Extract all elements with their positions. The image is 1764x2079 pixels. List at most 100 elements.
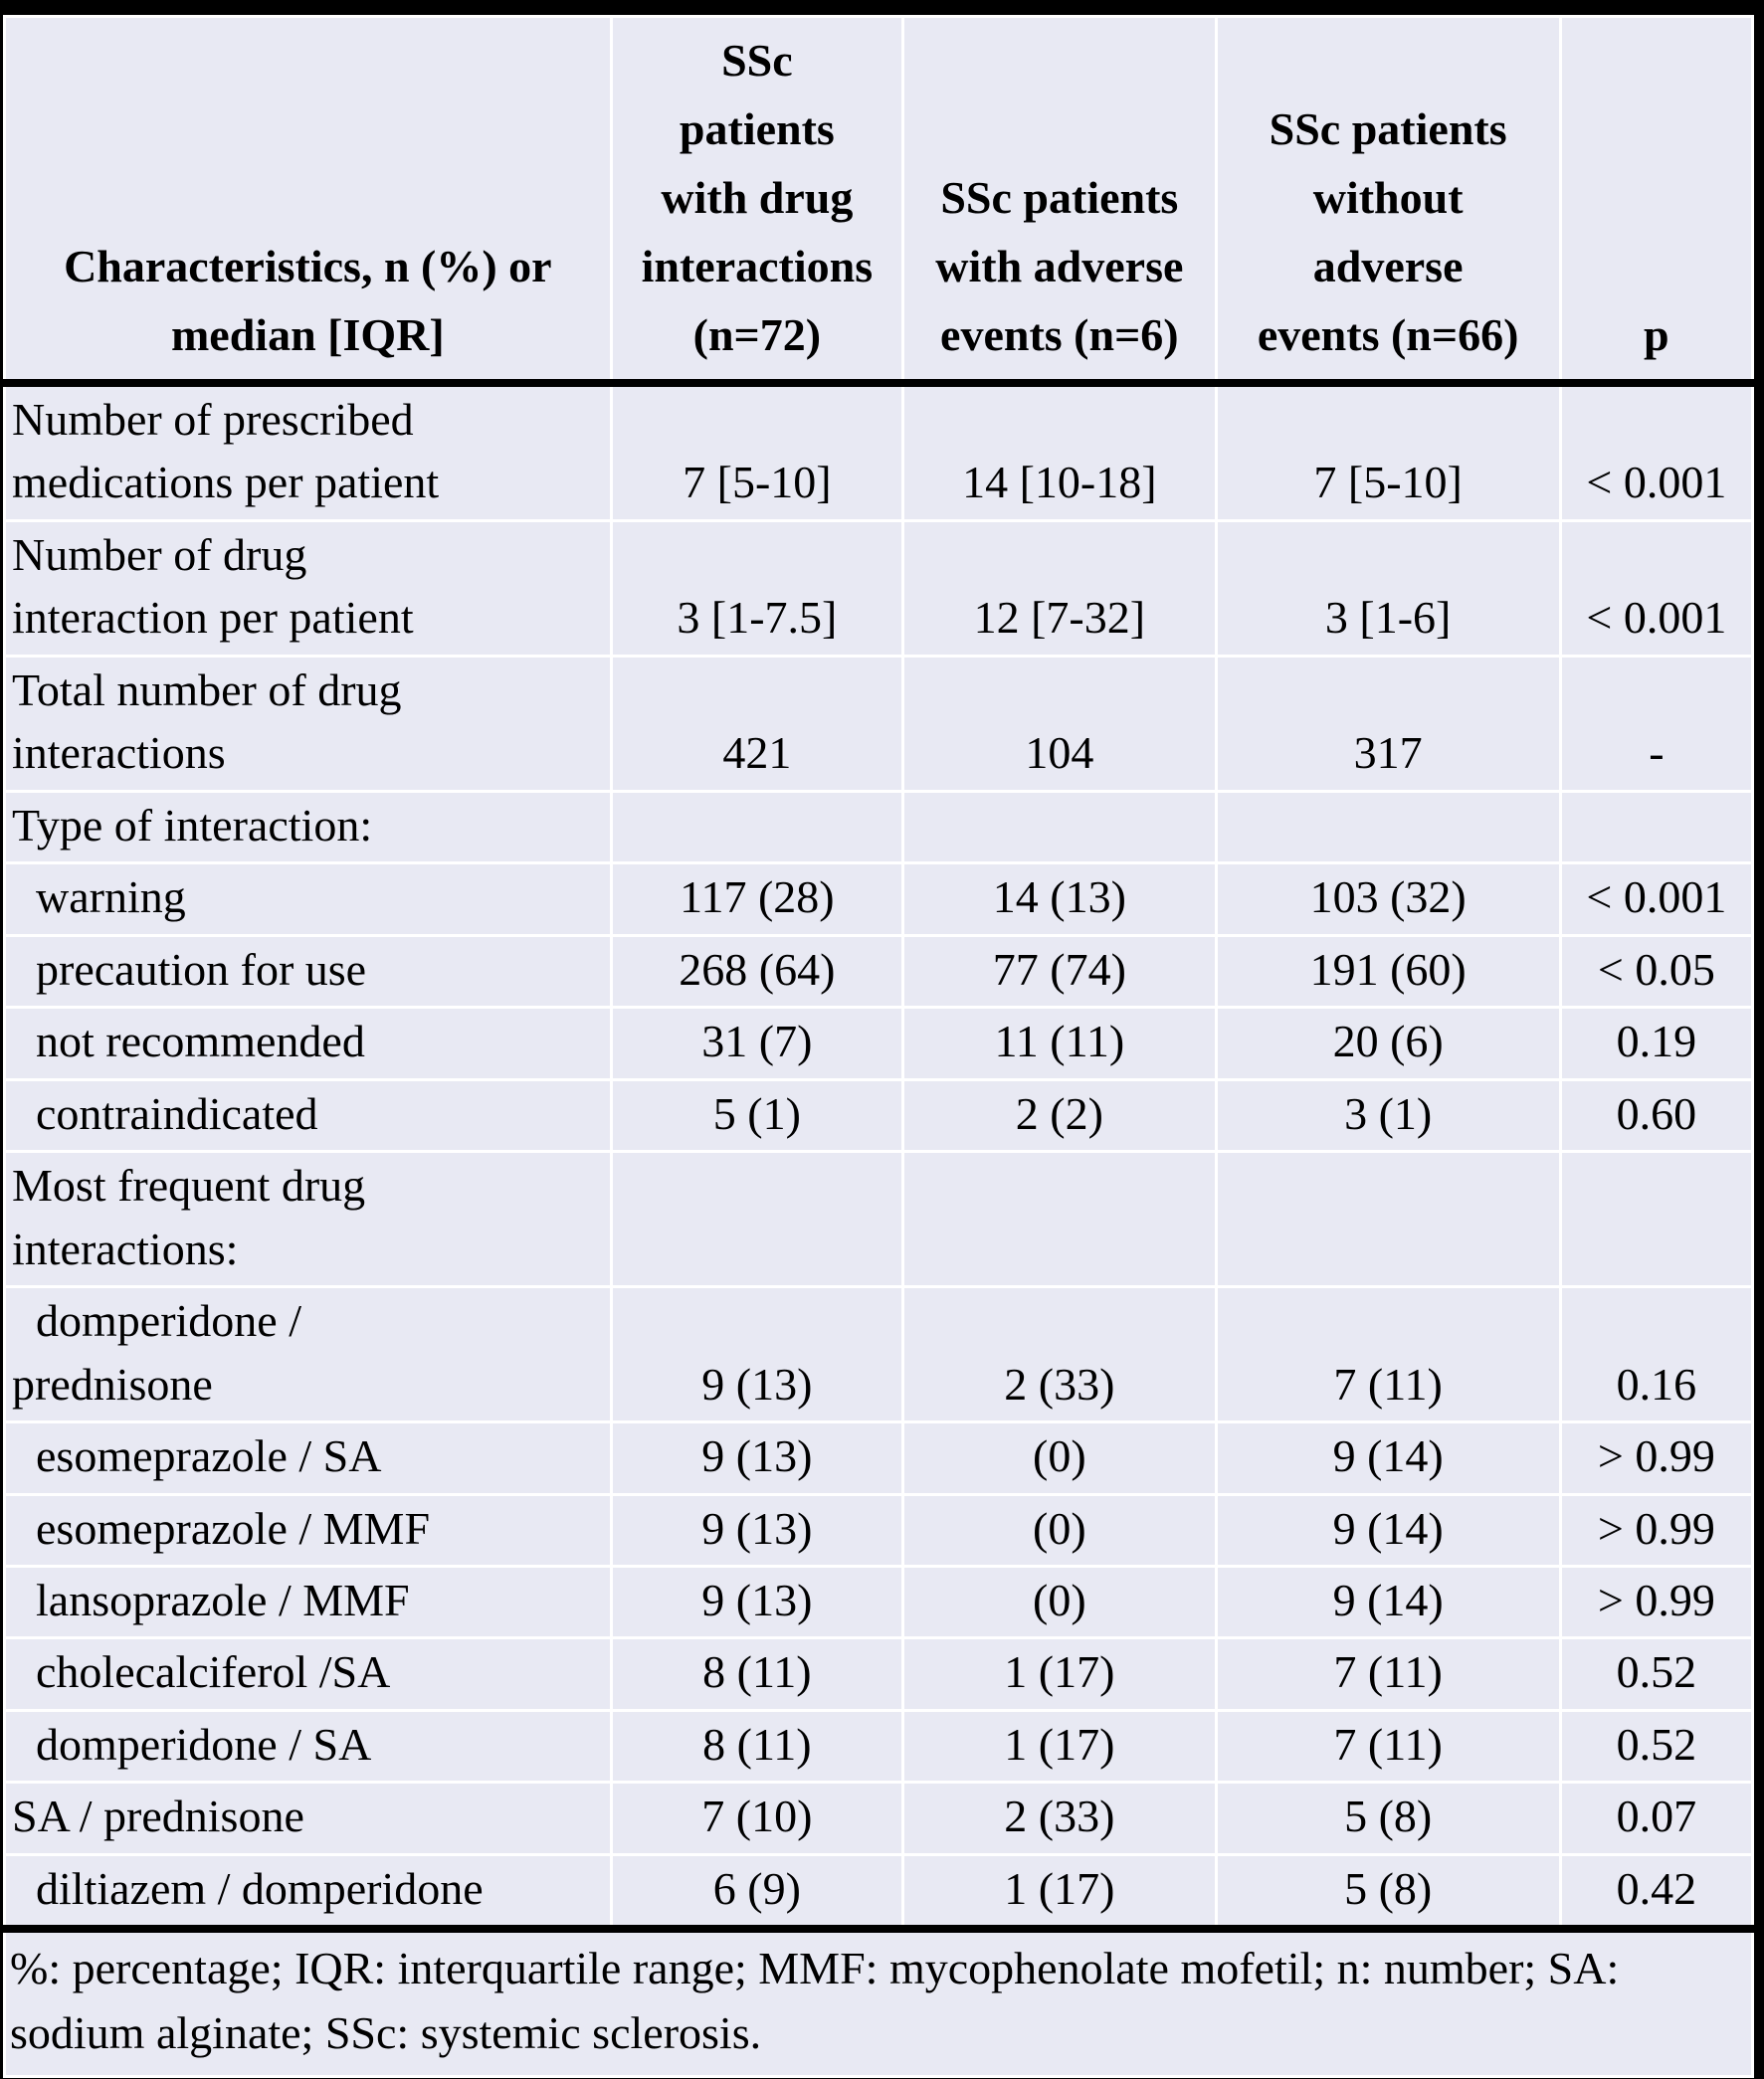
value-cell: 421 — [609, 654, 905, 793]
p-value-cell: < 0.05 — [1558, 933, 1755, 1010]
p-value-cell: > 0.99 — [1558, 1564, 1755, 1640]
table-row: Most frequent drug interactions: — [3, 1150, 1755, 1289]
row-label: precaution for use — [3, 933, 613, 1010]
header-cell-ssc-with-adverse-events: SSc patients with adverse events (n=6) — [901, 15, 1218, 387]
value-cell — [609, 789, 905, 865]
row-label: Type of interaction: — [3, 789, 613, 865]
row-label: Most frequent drug interactions: — [3, 1150, 613, 1289]
value-cell: 1 (17) — [901, 1852, 1218, 1931]
footnote: %: percentage; IQR: interquartile range;… — [3, 1925, 1754, 2079]
value-cell: 7 (11) — [1214, 1708, 1562, 1785]
value-cell: 7 (11) — [1214, 1285, 1562, 1424]
table-row: precaution for use 268 (64) 77 (74) 191 (60… — [3, 933, 1755, 1010]
value-cell: 20 (6) — [1214, 1006, 1562, 1081]
p-value-cell: 0.52 — [1558, 1708, 1755, 1785]
table-row: cholecalciferol /SA 8 (11) 1 (17) 7 (11) 0.5… — [3, 1636, 1755, 1712]
p-value-cell: > 0.99 — [1558, 1420, 1755, 1496]
value-cell: 1 (17) — [901, 1636, 1218, 1712]
value-cell: 77 (74) — [901, 933, 1218, 1010]
value-cell: 6 (9) — [609, 1852, 905, 1931]
table-row: Number of drug interaction per patient 3 [… — [3, 518, 1755, 658]
value-cell: 7 [5-10] — [609, 381, 905, 522]
p-value-cell: 0.19 — [1558, 1006, 1755, 1081]
table-row: Number of prescribed medications per pati… — [3, 381, 1755, 522]
value-cell: 8 (11) — [609, 1636, 905, 1712]
table-body: Number of prescribed medications per pati… — [3, 381, 1755, 1931]
value-cell: 9 (14) — [1214, 1564, 1562, 1640]
footnote-row: %: percentage; IQR: interquartile range;… — [3, 1925, 1754, 2079]
row-label: esomeprazole / SA — [3, 1420, 613, 1496]
value-cell: 3 (1) — [1214, 1077, 1562, 1154]
value-cell — [609, 1150, 905, 1289]
value-cell: 104 — [901, 654, 1218, 793]
header-row: Characteristics, n (%) or median [IQR] SSc… — [3, 15, 1755, 387]
value-cell: 12 [7-32] — [901, 518, 1218, 658]
value-cell — [901, 789, 1218, 865]
table-row: domperidone / SA 8 (11) 1 (17) 7 (11) 0.52 — [3, 1708, 1755, 1785]
p-value-cell: 0.42 — [1558, 1852, 1755, 1931]
table-row: contraindicated 5 (1) 2 (2) 3 (1) 0.60 — [3, 1077, 1755, 1154]
header-cell-ssc-without-adverse-events: SSc patients without adverse events (n=66) — [1214, 15, 1562, 387]
row-label: domperidone / SA — [3, 1708, 613, 1785]
p-value-cell: < 0.001 — [1558, 518, 1755, 658]
p-value-cell: > 0.99 — [1558, 1492, 1755, 1568]
value-cell: 3 [1-7.5] — [609, 518, 905, 658]
value-cell: (0) — [901, 1420, 1218, 1496]
row-label: SA / prednisone — [3, 1781, 613, 1856]
table-row: lansoprazole / MMF 9 (13) (0) 9 (14) > 0.99 — [3, 1564, 1755, 1640]
table-row: Total number of drug interactions 421 104 31… — [3, 654, 1755, 793]
value-cell: 31 (7) — [609, 1006, 905, 1081]
table-row: warning 117 (28) 14 (13) 103 (32) < 0.001 — [3, 861, 1755, 937]
p-value-cell: 0.07 — [1558, 1781, 1755, 1856]
p-value-cell — [1558, 789, 1755, 865]
table-row: esomeprazole / SA 9 (13) (0) 9 (14) > 0.99 — [3, 1420, 1755, 1496]
table-row: domperidone / prednisone 9 (13) 2 (33) 7 (11… — [3, 1285, 1755, 1424]
table-row: Type of interaction: — [3, 789, 1755, 865]
drug-interactions-table: Characteristics, n (%) or median [IQR] SSc… — [3, 15, 1755, 2079]
p-value-cell: 0.52 — [1558, 1636, 1755, 1712]
value-cell: 9 (14) — [1214, 1420, 1562, 1496]
row-label: Total number of drug interactions — [3, 654, 613, 793]
p-value-cell: 0.60 — [1558, 1077, 1755, 1154]
row-label: not recommended — [3, 1006, 613, 1081]
header-cell-characteristics: Characteristics, n (%) or median [IQR] — [3, 15, 613, 387]
row-label: Number of drug interaction per patient — [3, 518, 613, 658]
table-row: diltiazem / domperidone 6 (9) 1 (17) 5 (8) 0… — [3, 1852, 1755, 1931]
value-cell: (0) — [901, 1564, 1218, 1640]
value-cell — [901, 1150, 1218, 1289]
value-cell: 268 (64) — [609, 933, 905, 1010]
value-cell: 2 (33) — [901, 1781, 1218, 1856]
value-cell: 7 (10) — [609, 1781, 905, 1856]
row-label: esomeprazole / MMF — [3, 1492, 613, 1568]
value-cell: 11 (11) — [901, 1006, 1218, 1081]
value-cell: 9 (13) — [609, 1285, 905, 1424]
value-cell: 103 (32) — [1214, 861, 1562, 937]
value-cell: 5 (1) — [609, 1077, 905, 1154]
value-cell: 5 (8) — [1214, 1781, 1562, 1856]
value-cell: 14 [10-18] — [901, 381, 1218, 522]
row-label: domperidone / prednisone — [3, 1285, 613, 1424]
row-label: contraindicated — [3, 1077, 613, 1154]
value-cell: 2 (33) — [901, 1285, 1218, 1424]
value-cell: 8 (11) — [609, 1708, 905, 1785]
value-cell: 5 (8) — [1214, 1852, 1562, 1931]
value-cell: 14 (13) — [901, 861, 1218, 937]
table-row: not recommended 31 (7) 11 (11) 20 (6) 0.19 — [3, 1006, 1755, 1081]
row-label: warning — [3, 861, 613, 937]
row-label: Number of prescribed medications per pati… — [3, 381, 613, 522]
table-row: SA / prednisone 7 (10) 2 (33) 5 (8) 0.07 — [3, 1781, 1755, 1856]
row-label: diltiazem / domperidone — [3, 1852, 613, 1931]
p-value-cell: - — [1558, 654, 1755, 793]
value-cell: 3 [1-6] — [1214, 518, 1562, 658]
p-value-cell — [1558, 1150, 1755, 1289]
value-cell: (0) — [901, 1492, 1218, 1568]
value-cell: 7 (11) — [1214, 1636, 1562, 1712]
value-cell: 191 (60) — [1214, 933, 1562, 1010]
value-cell — [1214, 1150, 1562, 1289]
p-value-cell: 0.16 — [1558, 1285, 1755, 1424]
value-cell: 317 — [1214, 654, 1562, 793]
table-row: esomeprazole / MMF 9 (13) (0) 9 (14) > 0.99 — [3, 1492, 1755, 1568]
header-cell-ssc-drug-interactions: SSc patients with drug interactions (n=72) — [609, 15, 905, 387]
